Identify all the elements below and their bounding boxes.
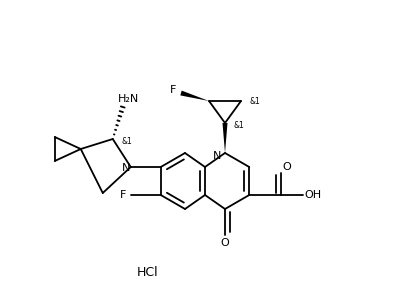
Text: O: O xyxy=(220,238,230,248)
Text: N: N xyxy=(213,151,221,161)
Text: N: N xyxy=(121,163,130,173)
Text: F: F xyxy=(119,190,126,200)
Text: F: F xyxy=(170,85,176,95)
Polygon shape xyxy=(222,123,228,153)
Text: H₂N: H₂N xyxy=(118,94,140,104)
Polygon shape xyxy=(180,91,209,101)
Text: &1: &1 xyxy=(233,121,244,130)
Text: HCl: HCl xyxy=(137,266,159,278)
Text: &1: &1 xyxy=(250,97,261,106)
Text: O: O xyxy=(283,162,292,172)
Text: OH: OH xyxy=(305,190,322,200)
Text: &1: &1 xyxy=(121,136,132,146)
